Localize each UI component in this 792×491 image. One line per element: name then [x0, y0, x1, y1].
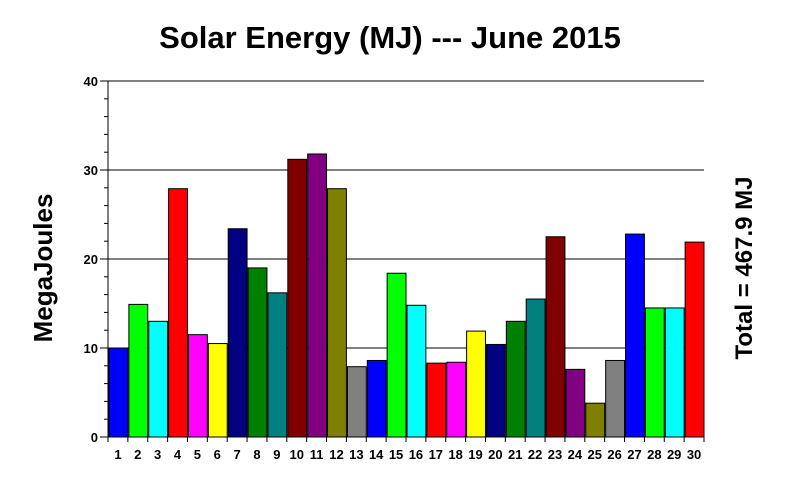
x-tick-label: 28 [647, 447, 661, 462]
bar-day-9 [267, 292, 288, 438]
bar-day-30 [684, 241, 705, 438]
x-tick-label: 2 [134, 447, 141, 462]
bar-day-17 [426, 362, 447, 438]
y-tick-label: 0 [91, 430, 98, 445]
bar-day-27 [625, 233, 645, 438]
bar-day-21 [505, 320, 526, 438]
bar-day-7 [227, 228, 248, 438]
bar-day-29 [664, 307, 685, 438]
x-tick-label: 4 [174, 447, 182, 462]
x-tick-label: 26 [607, 447, 621, 462]
chart-title: Solar Energy (MJ) --- June 2015 [159, 20, 621, 55]
x-tick-label: 12 [329, 447, 343, 462]
x-tick-label: 5 [194, 447, 201, 462]
bar-day-1 [108, 347, 129, 438]
bar-day-4 [168, 188, 188, 438]
x-tick-label: 16 [409, 447, 423, 462]
x-tick-label: 14 [369, 447, 384, 462]
bar-day-3 [148, 320, 169, 438]
x-tick-label: 11 [310, 447, 324, 462]
y-tick-label: 40 [84, 74, 98, 89]
bar-day-28 [644, 307, 665, 438]
x-tick-label: 13 [349, 447, 363, 462]
bar-day-5 [187, 334, 208, 438]
y-tick-label: 20 [84, 252, 98, 267]
x-tick-label: 30 [687, 447, 701, 462]
x-tick-label: 3 [154, 447, 161, 462]
x-tick-label: 9 [273, 447, 280, 462]
x-tick-label: 19 [468, 447, 482, 462]
x-tick-label: 27 [627, 447, 641, 462]
x-tick-label: 20 [488, 447, 502, 462]
x-tick-label: 22 [528, 447, 542, 462]
total-annotation: Total = 467.9 MJ [731, 177, 758, 360]
x-tick-label: 21 [508, 447, 522, 462]
x-tick-label: 7 [234, 447, 241, 462]
bar-day-23 [545, 236, 566, 438]
x-tick-label: 29 [667, 447, 681, 462]
bars [108, 153, 705, 438]
x-tick-label: 15 [389, 447, 403, 462]
bar-day-19 [466, 330, 486, 438]
x-tick-label: 10 [289, 447, 303, 462]
x-tick-label: 24 [568, 447, 583, 462]
x-tick-label: 23 [548, 447, 562, 462]
bar-day-22 [525, 298, 546, 438]
bar-day-14 [366, 359, 387, 438]
bar-day-8 [247, 267, 268, 438]
y-tick-label: 30 [84, 163, 98, 178]
bar-day-2 [128, 303, 149, 438]
bar-day-26 [605, 359, 626, 438]
y-axis-label: MegaJoules [28, 194, 58, 343]
bar-day-18 [446, 361, 467, 438]
x-tick-label: 8 [253, 447, 260, 462]
bar-day-15 [386, 272, 407, 438]
x-tick-label: 6 [214, 447, 221, 462]
axes [100, 80, 705, 442]
bar-day-11 [307, 153, 328, 438]
bar-day-20 [485, 343, 506, 438]
x-tick-label: 25 [587, 447, 601, 462]
bar-day-12 [327, 188, 347, 438]
x-tick-label: 17 [429, 447, 443, 462]
bar-day-24 [565, 368, 586, 438]
bar-day-6 [207, 343, 228, 438]
bar-day-10 [287, 158, 308, 438]
bar-day-25 [585, 402, 606, 438]
x-tick-label: 1 [114, 447, 121, 462]
y-tick-label: 10 [84, 341, 98, 356]
x-tick-label: 18 [448, 447, 462, 462]
bar-day-16 [406, 304, 427, 438]
bar-day-13 [346, 366, 367, 438]
